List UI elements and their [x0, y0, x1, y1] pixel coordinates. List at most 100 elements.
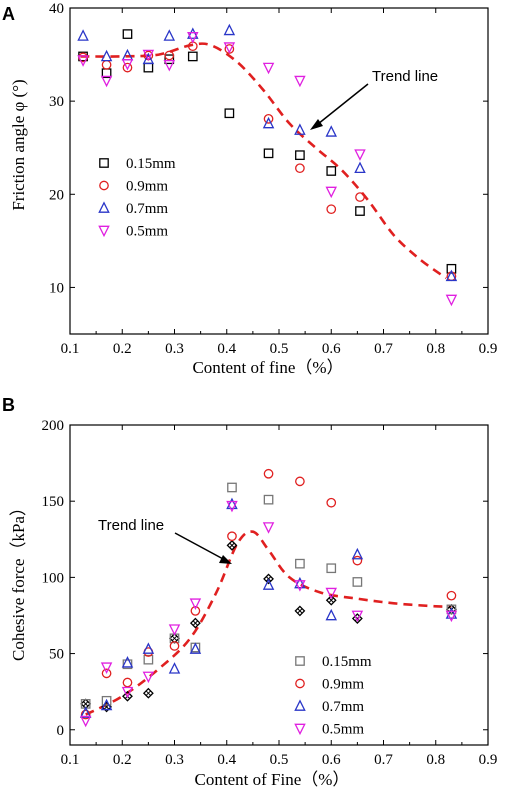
chart-b-marks [79, 468, 458, 728]
data-point-0.7mm [354, 161, 366, 174]
data-point-0.7mm [262, 578, 275, 590]
chart-b-arrow [174, 532, 232, 564]
data-point-0.15mm [187, 51, 198, 62]
chart-a-legend: 0.15mm 0.9mm 0.7mm 0.5mm [98, 156, 176, 240]
data-point-0.7mm [121, 656, 134, 668]
legend-marker-0.5mm [98, 225, 110, 238]
data-point-0.5mm [223, 42, 236, 54]
data-point-0.7mm [294, 123, 306, 135]
legend-label: 0.15mm [322, 654, 372, 670]
data-point-0.5mm [163, 59, 176, 72]
data-point-0.7mm [142, 52, 155, 65]
x-tick-label: 0.3 [165, 341, 184, 357]
trend-point [189, 617, 201, 629]
data-point-0.9mm [122, 62, 133, 73]
x-tick-label: 0.6 [322, 752, 341, 768]
data-point-0.7mm [189, 642, 202, 654]
data-point-0.7mm [79, 706, 92, 718]
data-point-0.15mm [227, 482, 237, 493]
data-point-0.7mm [168, 662, 181, 674]
chart-a-axes: 0.1 0.2 0.3 0.4 0.5 0.6 0.7 0.8 0.9 10 20 30 40 [49, 1, 497, 357]
y-tick-label: 50 [49, 647, 64, 663]
x-tick-label: 0.9 [479, 341, 498, 357]
data-point-0.5mm [121, 59, 134, 71]
data-point-0.5mm [226, 500, 238, 513]
data-point-0.7mm [223, 23, 236, 36]
legend-label: 0.9mm [126, 179, 168, 195]
data-point-0.9mm [352, 555, 363, 566]
data-point-0.15mm [326, 563, 337, 574]
data-point-0.15mm [446, 604, 457, 615]
data-point-0.5mm [189, 598, 202, 610]
data-point-0.5mm [168, 624, 181, 636]
trend-point-cross [145, 690, 152, 697]
legend-marker-0.9mm [295, 678, 305, 689]
chart-a-arrow [310, 83, 369, 130]
data-point-0.5mm [262, 522, 275, 534]
legend-label: 0.7mm [322, 699, 364, 715]
x-tick-label: 0.2 [113, 752, 132, 768]
trend-point [142, 687, 154, 699]
data-point-0.9mm [190, 606, 201, 616]
data-point-0.15mm [352, 577, 363, 587]
trend-point [294, 605, 306, 617]
legend-marker-0.15mm [295, 656, 305, 666]
data-point-0.5mm [121, 686, 134, 699]
data-point-0.15mm [263, 148, 274, 159]
y-tick-label: 200 [42, 418, 65, 434]
x-tick-label: 0.9 [479, 752, 498, 768]
x-tick-label: 0.6 [322, 341, 341, 357]
data-point-0.5mm [100, 662, 113, 674]
trend-point [351, 613, 363, 624]
x-tick-label: 0.1 [61, 341, 80, 357]
panel-label-a: A [2, 4, 15, 24]
y-tick-label: 20 [49, 187, 64, 203]
data-point-0.9mm [122, 677, 133, 688]
legend-label: 0.9mm [322, 677, 364, 693]
data-point-0.15mm [326, 166, 337, 176]
x-tick-label: 0.3 [165, 752, 184, 768]
chart-b-trend-annotation: Trend line [98, 517, 164, 534]
data-point-0.5mm [142, 671, 155, 684]
data-point-0.5mm [100, 75, 113, 88]
data-point-0.5mm [325, 587, 338, 600]
y-tick-label: 100 [42, 570, 65, 586]
chart-b-x-axis-label: Content of Fine（%） [195, 770, 350, 789]
x-tick-label: 0.5 [270, 752, 289, 768]
data-point-0.5mm [325, 186, 338, 199]
data-point-0.7mm [226, 497, 238, 510]
data-point-0.5mm [445, 610, 458, 623]
trend-point [263, 573, 274, 585]
data-point-0.9mm [101, 59, 112, 70]
x-tick-label: 0.2 [113, 341, 132, 357]
data-point-0.7mm [325, 125, 338, 137]
y-tick-label: 10 [49, 280, 64, 296]
data-point-0.15mm [263, 494, 274, 505]
data-point-0.9mm [295, 163, 305, 174]
data-point-0.9mm [263, 468, 274, 479]
chart-b: B 0.1 0.2 0.3 0.4 0.5 0.6 0.7 0.8 0.9 0 50 100 150 20… [2, 395, 497, 789]
data-point-0.15mm [224, 108, 235, 119]
y-tick-label: 30 [49, 94, 64, 110]
trend-point [325, 594, 337, 606]
data-point-0.7mm [100, 698, 113, 711]
y-tick-label: 150 [42, 494, 65, 510]
legend-marker-0.7mm [294, 699, 306, 711]
trend-point [122, 690, 133, 702]
data-point-0.7mm [445, 269, 458, 282]
x-tick-label: 0.8 [426, 752, 445, 768]
trend-point-cross [171, 635, 178, 642]
data-point-0.9mm [169, 641, 180, 651]
data-point-0.5mm [351, 610, 364, 623]
data-point-0.15mm [164, 54, 175, 65]
data-point-0.15mm [101, 695, 112, 706]
data-point-0.7mm [325, 608, 338, 621]
data-point-0.7mm [351, 547, 364, 560]
data-point-0.9mm [80, 709, 91, 720]
trend-point-cross [82, 701, 89, 707]
data-point-0.15mm [122, 29, 133, 39]
legend-marker-0.5mm [294, 723, 306, 736]
data-point-0.9mm [101, 668, 112, 679]
chart-a-y-axis-label: Friction angle φ (°) [9, 79, 28, 210]
